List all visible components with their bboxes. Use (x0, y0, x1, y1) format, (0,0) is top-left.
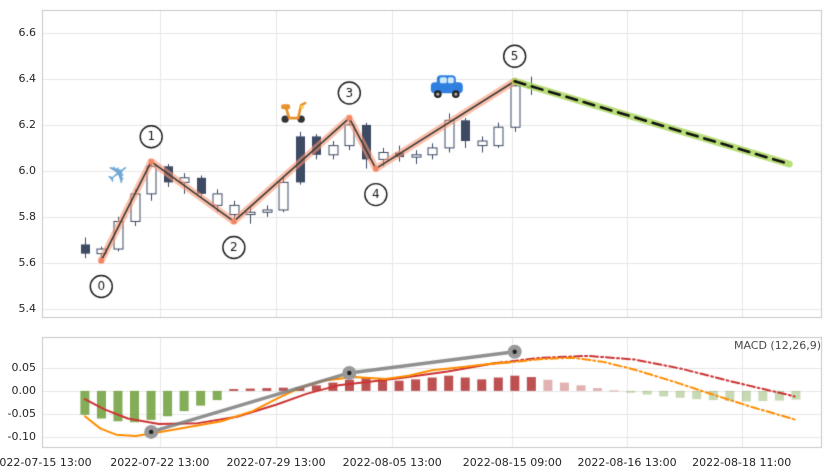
trading-chart-figure: MACD (12,26,9) 6.6 6.4 6.2 6.0 5.8 5.6 5.4 0.05… (0, 0, 835, 471)
price-macd-chart-canvas (0, 0, 835, 471)
